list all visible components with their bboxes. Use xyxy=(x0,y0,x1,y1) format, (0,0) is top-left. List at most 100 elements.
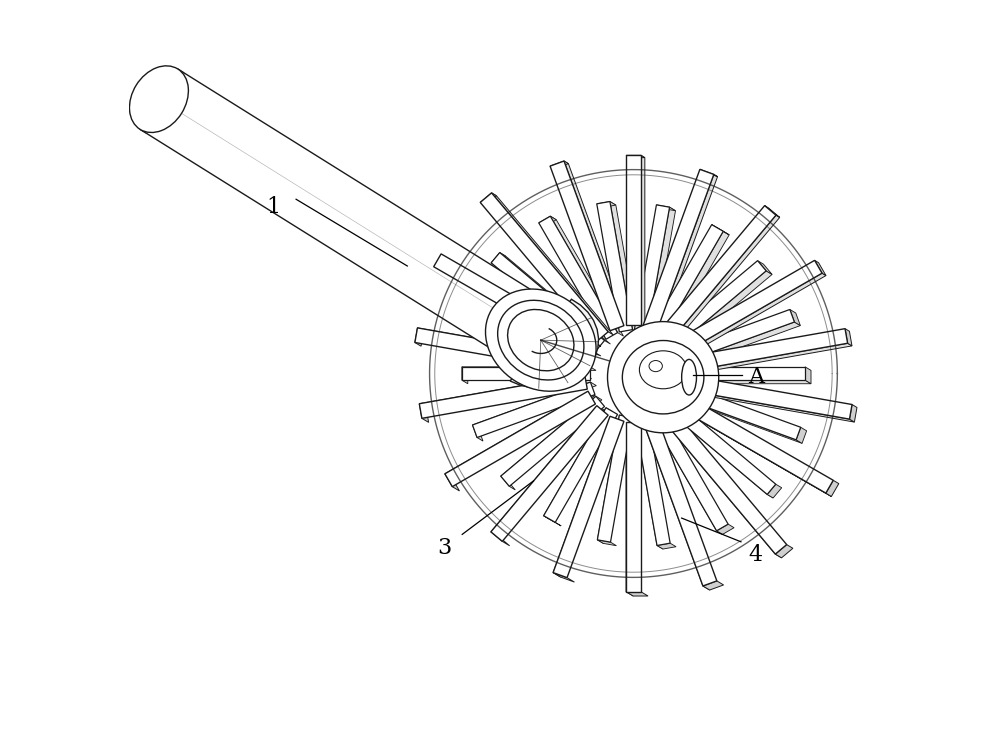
Polygon shape xyxy=(805,367,811,384)
Polygon shape xyxy=(445,391,595,486)
Polygon shape xyxy=(700,170,718,176)
Polygon shape xyxy=(500,252,610,344)
Polygon shape xyxy=(419,374,591,408)
Polygon shape xyxy=(671,391,833,493)
Polygon shape xyxy=(758,261,772,274)
Polygon shape xyxy=(626,155,645,158)
Polygon shape xyxy=(679,273,826,359)
Polygon shape xyxy=(466,307,477,323)
Polygon shape xyxy=(662,396,776,495)
Polygon shape xyxy=(441,254,601,347)
Polygon shape xyxy=(491,406,604,536)
Ellipse shape xyxy=(682,359,696,395)
Polygon shape xyxy=(610,202,638,333)
Polygon shape xyxy=(643,421,710,590)
Text: 4: 4 xyxy=(749,544,763,566)
Polygon shape xyxy=(626,422,641,592)
Ellipse shape xyxy=(508,309,574,371)
Polygon shape xyxy=(656,205,675,211)
Polygon shape xyxy=(466,307,595,365)
Polygon shape xyxy=(539,216,556,226)
Polygon shape xyxy=(491,252,506,267)
Ellipse shape xyxy=(485,289,596,391)
Polygon shape xyxy=(550,161,568,169)
Ellipse shape xyxy=(129,66,188,132)
Polygon shape xyxy=(649,225,723,339)
Polygon shape xyxy=(491,406,608,542)
Polygon shape xyxy=(550,161,624,331)
Polygon shape xyxy=(564,161,628,328)
Polygon shape xyxy=(826,480,839,497)
Polygon shape xyxy=(641,155,645,328)
Polygon shape xyxy=(434,254,595,356)
Polygon shape xyxy=(445,474,459,491)
Polygon shape xyxy=(501,476,515,490)
Polygon shape xyxy=(140,69,184,133)
Polygon shape xyxy=(419,374,587,418)
Polygon shape xyxy=(643,170,714,331)
Polygon shape xyxy=(677,322,800,368)
Polygon shape xyxy=(671,404,831,497)
Polygon shape xyxy=(634,205,670,332)
Polygon shape xyxy=(649,408,728,531)
Polygon shape xyxy=(626,422,633,596)
Polygon shape xyxy=(544,408,618,522)
Polygon shape xyxy=(626,155,641,325)
Polygon shape xyxy=(670,215,780,344)
Polygon shape xyxy=(539,216,618,339)
Polygon shape xyxy=(597,202,632,332)
Polygon shape xyxy=(765,205,780,217)
Polygon shape xyxy=(472,425,483,441)
Polygon shape xyxy=(815,261,826,276)
Polygon shape xyxy=(703,581,724,590)
Polygon shape xyxy=(672,394,802,444)
Polygon shape xyxy=(671,271,772,354)
Polygon shape xyxy=(462,367,590,380)
Polygon shape xyxy=(480,193,608,341)
Polygon shape xyxy=(492,193,613,335)
Polygon shape xyxy=(597,415,625,543)
Polygon shape xyxy=(682,344,852,375)
Polygon shape xyxy=(553,416,617,577)
Polygon shape xyxy=(634,415,670,545)
Polygon shape xyxy=(491,532,510,546)
Polygon shape xyxy=(597,415,632,542)
Polygon shape xyxy=(553,573,574,582)
Text: 3: 3 xyxy=(437,537,452,559)
Polygon shape xyxy=(680,374,852,419)
Polygon shape xyxy=(672,382,801,440)
Polygon shape xyxy=(649,415,723,534)
Polygon shape xyxy=(717,524,734,534)
Ellipse shape xyxy=(649,361,662,372)
Polygon shape xyxy=(445,391,595,478)
Polygon shape xyxy=(672,309,794,365)
Polygon shape xyxy=(140,69,593,389)
Polygon shape xyxy=(417,328,593,362)
Polygon shape xyxy=(415,328,424,346)
Polygon shape xyxy=(550,216,623,336)
Ellipse shape xyxy=(639,351,687,388)
Polygon shape xyxy=(472,382,596,429)
Polygon shape xyxy=(544,408,612,519)
Polygon shape xyxy=(671,261,822,356)
Polygon shape xyxy=(491,252,605,351)
Polygon shape xyxy=(626,592,648,596)
Polygon shape xyxy=(849,405,857,422)
Polygon shape xyxy=(767,484,782,498)
Polygon shape xyxy=(471,307,601,356)
Polygon shape xyxy=(510,300,599,388)
Ellipse shape xyxy=(622,341,704,414)
Polygon shape xyxy=(659,205,776,341)
Polygon shape xyxy=(501,396,602,480)
Polygon shape xyxy=(415,328,587,373)
Ellipse shape xyxy=(608,322,719,433)
Polygon shape xyxy=(712,225,729,235)
Polygon shape xyxy=(775,545,793,558)
Polygon shape xyxy=(677,367,805,380)
Text: 1: 1 xyxy=(267,196,281,217)
Polygon shape xyxy=(472,382,595,438)
Polygon shape xyxy=(480,193,497,205)
Polygon shape xyxy=(659,415,782,558)
Polygon shape xyxy=(648,207,675,335)
Polygon shape xyxy=(677,380,811,384)
